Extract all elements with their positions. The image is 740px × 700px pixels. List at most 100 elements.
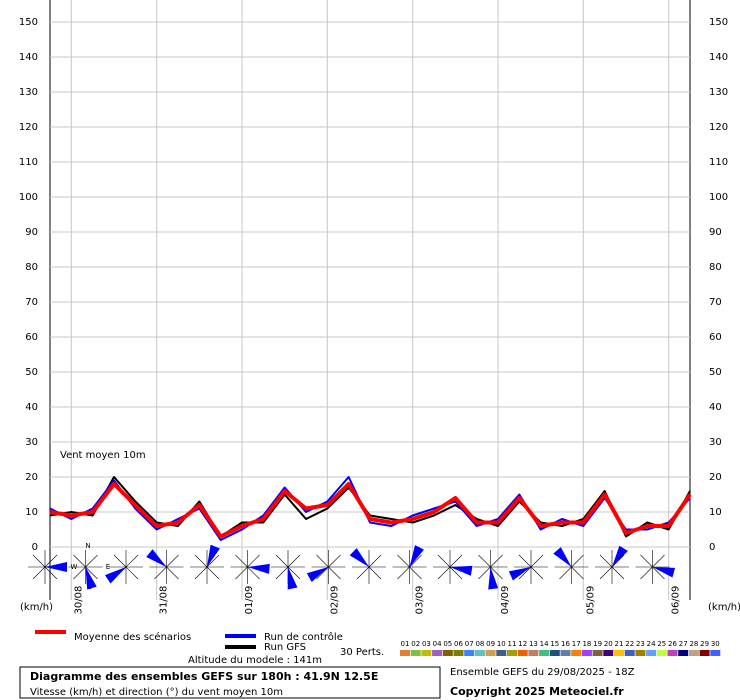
y-tick-label: 140: [19, 52, 38, 63]
perturbation-swatch: [549, 650, 560, 656]
unit-left: (km/h): [20, 602, 53, 613]
y-tick-label: 80: [25, 262, 38, 273]
wind-arrow: [306, 567, 329, 583]
perturbation-label: 04: [433, 640, 442, 648]
wind-rose-spoke: [235, 566, 248, 580]
perturbation-swatch: [496, 650, 507, 656]
perturbation-swatch: [646, 650, 657, 656]
wind-rose-spoke: [125, 566, 139, 580]
wind-rose-spoke: [640, 566, 653, 580]
wind-rose-spoke: [530, 566, 544, 580]
perturbations-label: 30 Perts.: [340, 647, 384, 658]
wind-rose-spoke: [316, 554, 329, 568]
y-tick-label-right: 40: [709, 402, 722, 413]
perturbation-label: 01: [401, 640, 410, 648]
y-tick-label: 30: [25, 437, 38, 448]
y-tick-label-right: 10: [709, 507, 722, 518]
wind-rose-spoke: [154, 566, 167, 580]
y-tick-label-right: 60: [709, 332, 722, 343]
perturbation-label: 19: [593, 640, 602, 648]
wind-rose-spoke: [275, 554, 289, 568]
wind-rose-spoke: [287, 554, 301, 568]
perturbation-swatch: [656, 650, 667, 656]
copyright: Copyright 2025 Meteociel.fr: [450, 685, 624, 698]
wind-rose-spoke: [32, 554, 46, 568]
perturbation-label: 03: [422, 640, 431, 648]
perturbation-swatch: [507, 650, 517, 656]
y-tick-label-right: 110: [709, 157, 728, 168]
perturbation-swatch: [635, 650, 646, 656]
compass-label: E: [106, 563, 110, 571]
perturbation-label: 27: [679, 640, 688, 648]
wind-rose-spoke: [44, 566, 58, 580]
y-tick-label: 0: [32, 542, 38, 553]
y-tick-label-right: 120: [709, 122, 728, 133]
perturbation-label: 05: [443, 640, 452, 648]
x-tick-label: 31/08: [159, 586, 170, 615]
annotation: Vent moyen 10m: [60, 450, 146, 461]
perturbation-label: 15: [550, 640, 559, 648]
y-tick-label: 10: [25, 507, 38, 518]
perturbation-swatch: [688, 650, 699, 656]
perturbation-label: 25: [657, 640, 666, 648]
perturbation-label: 17: [572, 640, 581, 648]
wind-rose-spoke: [287, 566, 301, 580]
wind-rose-spoke: [611, 566, 625, 580]
y-tick-label-right: 20: [709, 472, 722, 483]
perturbation-swatch: [624, 650, 635, 656]
wind-rose-spoke: [235, 554, 248, 568]
wind-rose-spoke: [397, 566, 410, 580]
wind-rose-spoke: [85, 566, 98, 580]
y-tick-label: 20: [25, 472, 38, 483]
perturbation-label: 23: [636, 640, 645, 648]
wind-rose-spoke: [247, 554, 260, 568]
series-line: [49, 482, 692, 539]
wind-arrow: [349, 548, 369, 567]
legend-label: Moyenne des scénarios: [74, 631, 191, 643]
perturbation-label: 28: [689, 640, 698, 648]
wind-rose-spoke: [85, 554, 98, 568]
perturbation-label: 20: [604, 640, 613, 648]
wind-rose-spoke: [409, 554, 422, 568]
perturbation-label: 12: [518, 640, 527, 648]
wind-rose-spoke: [559, 566, 572, 580]
legend-label: Run de contrôle: [264, 631, 343, 643]
wind-rose-spoke: [652, 554, 665, 568]
wind-rose-spoke: [206, 554, 220, 568]
wind-rose-spoke: [518, 566, 532, 580]
perturbation-swatch: [485, 650, 496, 656]
wind-rose-spoke: [194, 566, 208, 580]
wind-rose-spoke: [73, 554, 86, 568]
x-tick-label: 03/09: [415, 586, 426, 615]
y-tick-label-right: 30: [709, 437, 722, 448]
y-tick-label-right: 140: [709, 52, 728, 63]
wind-rose-spoke: [530, 554, 544, 568]
perturbation-swatch: [400, 650, 410, 656]
wind-rose-spoke: [275, 566, 289, 580]
x-tick-label: 06/09: [671, 586, 682, 615]
wind-rose-spoke: [640, 554, 653, 568]
perturbation-swatch: [453, 650, 464, 656]
wind-rose-spoke: [397, 554, 410, 568]
perturbation-swatch: [464, 650, 475, 656]
perturbation-label: 10: [497, 640, 506, 648]
wind-rose-spoke: [490, 566, 503, 580]
wind-arrow: [450, 565, 473, 576]
y-tick-label: 90: [25, 227, 38, 238]
x-tick-label: 30/08: [73, 586, 84, 615]
perturbation-swatch: [442, 650, 453, 656]
wind-rose-spoke: [599, 554, 613, 568]
perturbation-swatch: [421, 650, 432, 656]
wind-arrow: [553, 547, 572, 567]
perturbation-swatch: [560, 650, 571, 656]
x-tick-label: 01/09: [244, 586, 255, 615]
perturbation-swatch: [410, 650, 421, 656]
legend: Moyenne des scénarios Run de contrôle Ru…: [35, 630, 343, 653]
wind-rose-spoke: [571, 566, 584, 580]
y-tick-label: 40: [25, 402, 38, 413]
perturbation-swatch: [474, 650, 485, 656]
altitude: Altitude du modele : 141m: [188, 655, 322, 666]
y-tick-label: 150: [19, 17, 38, 28]
